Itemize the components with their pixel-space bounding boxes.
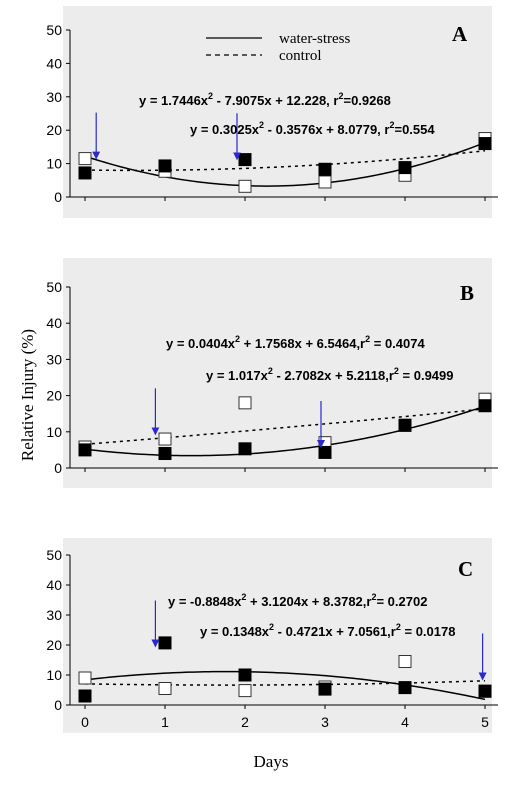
water_stress-point bbox=[158, 447, 172, 461]
control-point bbox=[238, 684, 252, 698]
water_stress-point bbox=[78, 689, 92, 703]
control-point bbox=[318, 175, 332, 189]
y-tick-label: 20 bbox=[46, 388, 62, 404]
water_stress-point bbox=[398, 418, 412, 432]
water_stress-point bbox=[78, 443, 92, 457]
water_stress-point bbox=[238, 668, 252, 682]
control-point bbox=[78, 671, 92, 685]
y-tick-label: 50 bbox=[46, 547, 62, 563]
fit-equation: y = 1.7446x2 - 7.9075x + 12.228, r2=0.92… bbox=[139, 91, 391, 108]
water_stress-point bbox=[318, 162, 332, 176]
water_stress-point bbox=[318, 682, 332, 696]
y-tick-label: 10 bbox=[46, 424, 62, 440]
control-point bbox=[78, 152, 92, 166]
panel-background bbox=[63, 258, 492, 488]
panel-a: 0 10 20 30 40 50 y = 1.7446x2 - 7.9075x + 12.2… bbox=[46, 6, 498, 218]
control-point bbox=[238, 179, 252, 193]
legend-label: control bbox=[279, 48, 322, 64]
fit-equation: y = 1.017x2 - 2.7082x + 5.2118,r2 = 0.94… bbox=[206, 366, 454, 383]
x-tick-label: 1 bbox=[161, 714, 169, 730]
x-tick-label: 4 bbox=[401, 714, 409, 730]
y-tick-label: 20 bbox=[46, 122, 62, 138]
water_stress-point bbox=[478, 399, 492, 413]
fit-equation: y = 0.0404x2 + 1.7568x + 6.5464,r2 = 0.4… bbox=[166, 334, 425, 351]
panel-letter: C bbox=[458, 557, 473, 581]
water_stress-fit-curve bbox=[84, 405, 486, 457]
panel-b: 0 10 20 30 40 50 y = 0.0404x2 + 1.7568x + 6.54… bbox=[46, 258, 498, 488]
y-tick-label: 30 bbox=[46, 89, 62, 105]
x-tick-label: 3 bbox=[321, 714, 329, 730]
y-tick-label: 40 bbox=[46, 55, 62, 71]
water_stress-point bbox=[238, 442, 252, 456]
panel-letter: B bbox=[460, 281, 474, 305]
x-tick-label: 2 bbox=[241, 714, 249, 730]
y-tick-label: 10 bbox=[46, 156, 62, 172]
panel-c: 0 10 20 30 40 50 0 1 2 3 4 5 y = -0.8848x2 + 3.1204x… bbox=[46, 538, 498, 733]
control-point bbox=[238, 396, 252, 410]
y-tick-label: 0 bbox=[54, 697, 62, 713]
y-tick-label: 0 bbox=[54, 189, 62, 205]
legend-label: water-stress bbox=[279, 31, 351, 47]
water_stress-point bbox=[478, 137, 492, 151]
water_stress-point bbox=[238, 153, 252, 167]
x-axis-label: Days bbox=[254, 752, 289, 771]
y-tick-label: 30 bbox=[46, 351, 62, 367]
y-tick-label: 20 bbox=[46, 637, 62, 653]
water_stress-point bbox=[398, 161, 412, 175]
y-tick-label: 50 bbox=[46, 22, 62, 38]
panel-background bbox=[63, 6, 492, 218]
x-tick-label: 0 bbox=[81, 714, 89, 730]
fit-equation: y = 0.1348x2 - 0.4721x + 7.0561,r2 = 0.0… bbox=[200, 622, 455, 639]
y-tick-label: 0 bbox=[54, 460, 62, 476]
panel-background bbox=[63, 538, 492, 733]
y-tick-label: 40 bbox=[46, 315, 62, 331]
y-tick-label: 40 bbox=[46, 577, 62, 593]
water_stress-fit-curve bbox=[84, 141, 486, 187]
water_stress-point bbox=[478, 684, 492, 698]
water_stress-point bbox=[78, 166, 92, 180]
water_stress-point bbox=[158, 636, 172, 650]
water_stress-point bbox=[398, 681, 412, 695]
water_stress-point bbox=[158, 159, 172, 173]
fit-equation: y = 0.3025x2 - 0.3576x + 8.0779, r2=0.55… bbox=[190, 120, 435, 137]
x-tick-label: 5 bbox=[481, 714, 489, 730]
y-tick-label: 10 bbox=[46, 667, 62, 683]
y-tick-label: 50 bbox=[46, 279, 62, 295]
y-tick-label: 30 bbox=[46, 607, 62, 623]
water_stress-fit-curve bbox=[84, 670, 486, 701]
control-point bbox=[158, 432, 172, 446]
water_stress-point bbox=[318, 445, 332, 459]
panel-letter: A bbox=[452, 22, 468, 46]
y-axis-label: Relative Injury (%) bbox=[18, 329, 37, 461]
control-point bbox=[398, 655, 412, 668]
fit-equation: y = -0.8848x2 + 3.1204x + 8.3782,r2= 0.2… bbox=[168, 592, 427, 609]
control-point bbox=[158, 682, 172, 695]
